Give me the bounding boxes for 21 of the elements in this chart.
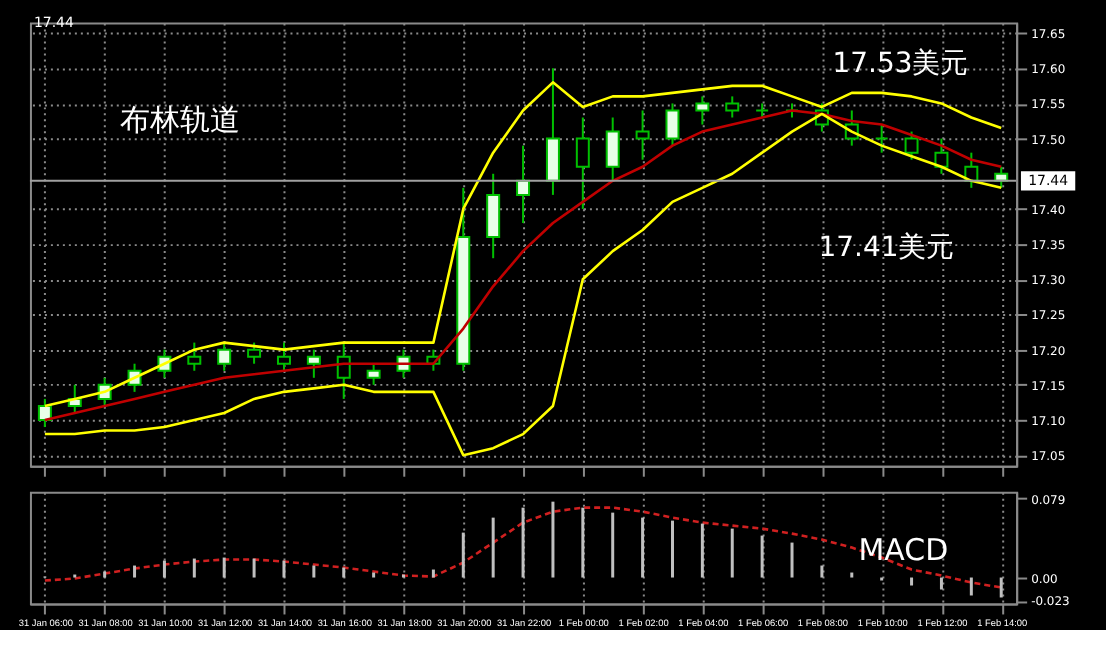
candlestick (695, 95, 710, 126)
candlestick (247, 341, 262, 365)
annotation: 17.53美元 (832, 48, 969, 81)
candlestick (605, 116, 620, 182)
annotation: MACD (858, 531, 949, 568)
candlestick (306, 348, 321, 379)
candlestick (187, 341, 202, 372)
candlestick (545, 67, 560, 196)
candlestick (635, 109, 650, 161)
candlestick (665, 102, 680, 147)
candlestick (276, 341, 291, 372)
line-series (43, 506, 1003, 589)
candlestick (217, 341, 232, 372)
candlestick (874, 123, 889, 154)
annotation: 布林轨道 (119, 102, 240, 139)
annotation: 17.41美元 (818, 232, 955, 265)
candlestick (725, 95, 740, 119)
candlestick (366, 362, 381, 386)
candlestick (486, 172, 501, 260)
candlestick (575, 116, 590, 210)
candlestick (904, 130, 919, 161)
